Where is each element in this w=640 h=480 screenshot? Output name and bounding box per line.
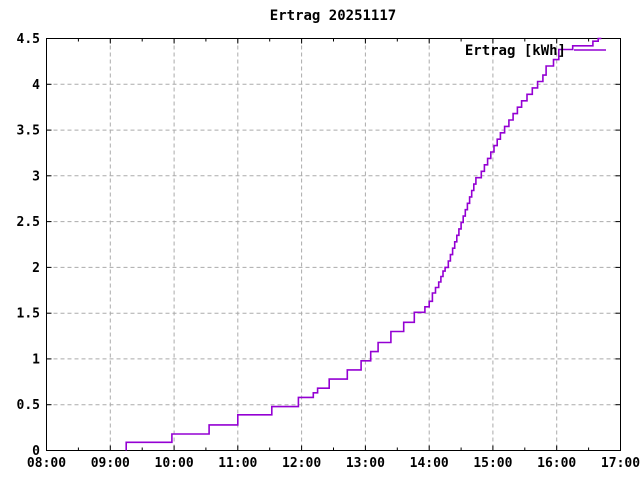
x-tick-label: 10:00	[155, 456, 194, 471]
x-tick-label: 08:00	[27, 456, 66, 471]
y-tick-label: 0.5	[17, 398, 40, 413]
axis-labels: 08:00 09:00 10:00 11:00 12:00 13:00 14:00 15:00…	[17, 32, 640, 471]
y-tick-label: 3	[32, 169, 40, 184]
ertrag-step-curve	[125, 37, 602, 451]
x-tick-label: 16:00	[537, 456, 576, 471]
y-tick-label: 1.5	[17, 307, 40, 322]
tick-layer	[46, 38, 621, 451]
x-tick-label: 09:00	[91, 456, 130, 471]
x-tick-label: 12:00	[282, 456, 321, 471]
x-tick-label: 17:00	[601, 456, 640, 471]
x-tick-label: 15:00	[473, 456, 512, 471]
chart-title: Ertrag 20251117	[270, 8, 396, 24]
y-tick-label: 4.5	[17, 32, 40, 47]
plot-border	[46, 38, 621, 451]
x-tick-label: 11:00	[218, 456, 257, 471]
y-tick-label: 0	[32, 444, 40, 459]
y-tick-label: 4	[32, 78, 40, 93]
x-tick-label: 13:00	[346, 456, 385, 471]
y-tick-label: 1	[32, 352, 40, 367]
x-tick-label: 14:00	[410, 456, 449, 471]
grid-layer	[46, 38, 621, 451]
y-tick-label: 2.5	[17, 215, 40, 230]
y-tick-label: 2	[32, 261, 40, 276]
y-tick-label: 3.5	[17, 124, 40, 139]
legend-label: Ertrag [kWh]	[465, 43, 566, 59]
